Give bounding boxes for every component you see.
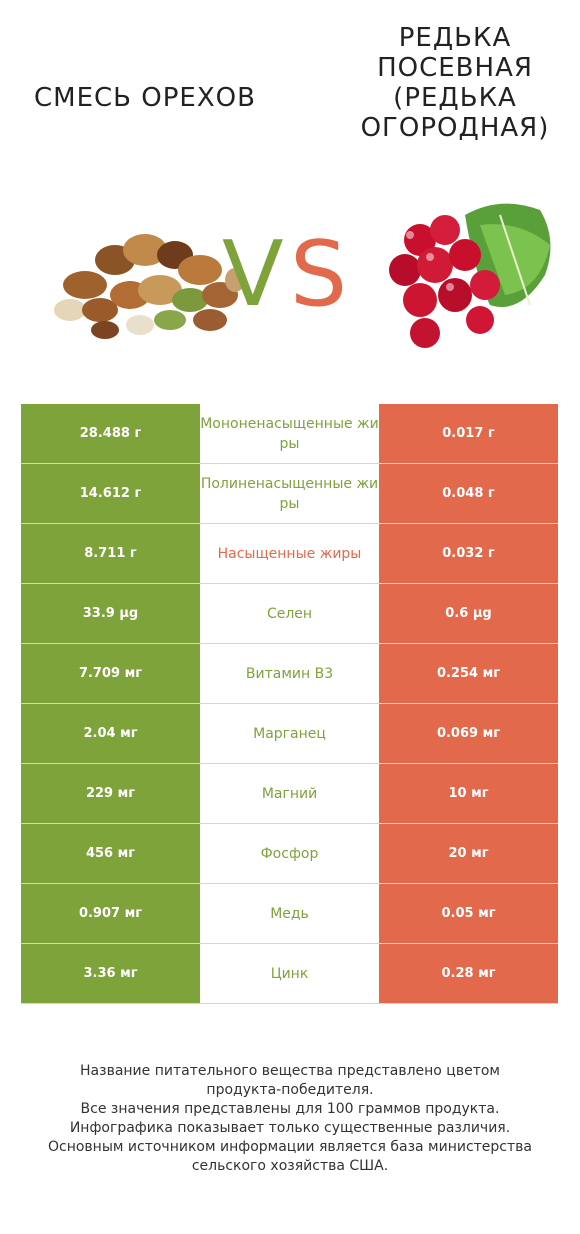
nutrient-name-cell: Цинк [200, 943, 379, 1004]
left-value: 7.709 мг [21, 643, 200, 704]
nutrient-name: Фосфор [260, 845, 319, 862]
left-value: 3.36 мг [21, 943, 200, 1004]
nutrient-name-cell: Витамин B3 [200, 643, 379, 704]
left-food-title: СМЕСЬ ОРЕХОВ [34, 83, 256, 113]
table-row: 14.612 г Полиненасыщенные жиры 0.048 г [21, 463, 558, 524]
table-row: 7.709 мг Витамин B3 0.254 мг [21, 643, 558, 704]
table-row: 2.04 мг Марганец 0.069 мг [21, 703, 558, 764]
footer-notes: Название питательного вещества представл… [20, 1062, 560, 1176]
left-value: 33.9 µg [21, 583, 200, 644]
right-value: 0.048 г [379, 463, 558, 524]
nutrient-name: Полиненасыщенные жиры [200, 475, 379, 512]
nutrient-name: Мононенасыщенные жиры [200, 415, 379, 452]
footer-line: Инфографика показывает только существенн… [69, 1120, 511, 1136]
vs-letter-s: S [290, 222, 348, 327]
footer-line: Основным источником информации является … [48, 1139, 532, 1155]
table-row: 28.488 г Мононенасыщенные жиры 0.017 г [21, 404, 558, 464]
table-row: 33.9 µg Селен 0.6 µg [21, 583, 558, 644]
nutrient-name: Магний [261, 785, 318, 802]
table-row: 3.36 мг Цинк 0.28 мг [21, 943, 558, 1004]
table-row: 8.711 г Насыщенные жиры 0.032 г [21, 523, 558, 584]
nutrient-name-cell: Селен [200, 583, 379, 644]
table-row: 0.907 мг Медь 0.05 мг [21, 883, 558, 944]
left-value: 8.711 г [21, 523, 200, 584]
nutrient-name-cell: Насыщенные жиры [200, 523, 379, 584]
footer-line: продукта-победителя. [206, 1082, 374, 1098]
footer-line: Название питательного вещества представл… [80, 1063, 500, 1079]
nutrient-name-cell: Магний [200, 763, 379, 824]
table-row: 456 мг Фосфор 20 мг [21, 823, 558, 884]
nutrient-comparison-table: 28.488 г Мононенасыщенные жиры 0.017 г 14.6… [21, 404, 558, 1004]
footer-line: Все значения представлены для 100 граммо… [80, 1101, 500, 1117]
right-value: 0.28 мг [379, 943, 558, 1004]
nutrient-name-cell: Полиненасыщенные жиры [200, 463, 379, 524]
nut-mix-image [54, 234, 245, 339]
nutrient-name-cell: Медь [200, 883, 379, 944]
left-value: 28.488 г [21, 404, 200, 464]
right-value: 0.017 г [379, 404, 558, 464]
right-value: 0.05 мг [379, 883, 558, 944]
nutrient-name: Витамин B3 [245, 665, 334, 682]
nutrient-name: Селен [266, 605, 313, 622]
nutrient-name-cell: Марганец [200, 703, 379, 764]
right-value: 0.069 мг [379, 703, 558, 764]
nutrient-name: Насыщенные жиры [217, 545, 362, 562]
left-value: 456 мг [21, 823, 200, 884]
right-value: 10 мг [379, 763, 558, 824]
right-value: 0.6 µg [379, 583, 558, 644]
left-value: 229 мг [21, 763, 200, 824]
nutrient-name-cell: Фосфор [200, 823, 379, 884]
footer-line: сельского хозяйства США. [191, 1158, 389, 1174]
nutrient-name: Цинк [270, 965, 309, 982]
left-value: 2.04 мг [21, 703, 200, 764]
left-value: 0.907 мг [21, 883, 200, 944]
table-row: 229 мг Магний 10 мг [21, 763, 558, 824]
right-value: 0.032 г [379, 523, 558, 584]
nutrient-name-cell: Мононенасыщенные жиры [200, 404, 379, 464]
right-food-title: РЕДЬКА ПОСЕВНАЯ (РЕДЬКА ОГОРОДНАЯ) [360, 23, 550, 143]
left-value: 14.612 г [21, 463, 200, 524]
right-value: 0.254 мг [379, 643, 558, 704]
vs-letter-v: V [222, 222, 284, 327]
right-value: 20 мг [379, 823, 558, 884]
nutrient-name: Марганец [253, 725, 326, 742]
nutrient-name: Медь [270, 905, 309, 922]
radish-image [389, 203, 551, 348]
